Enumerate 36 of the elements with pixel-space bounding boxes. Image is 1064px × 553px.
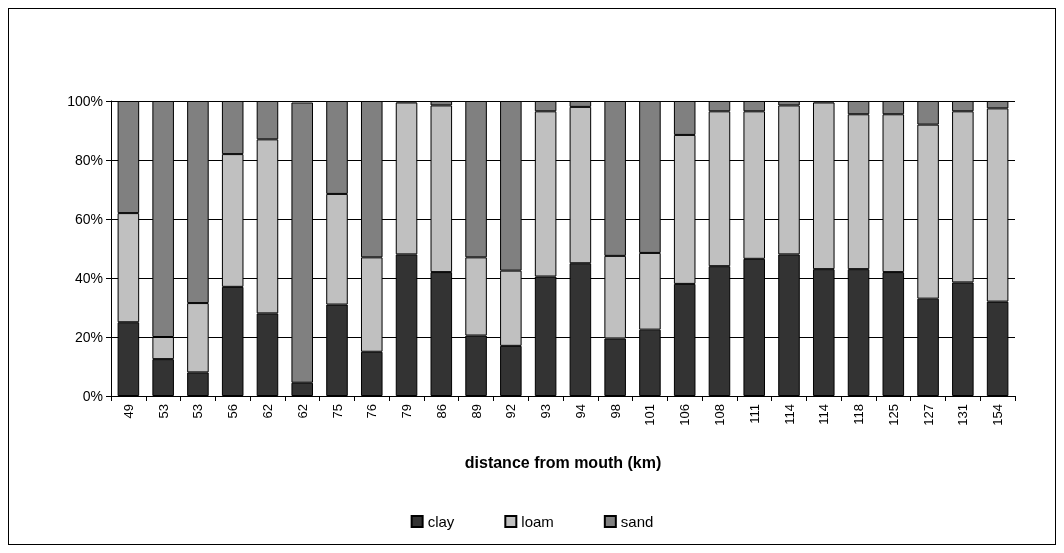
x-tick-label: 89 — [468, 404, 484, 419]
y-tick-label: 20% — [74, 329, 103, 345]
x-tick-label: 118 — [851, 404, 867, 425]
y-tick-label: 60% — [74, 211, 103, 227]
x-tick-label: 106 — [677, 404, 693, 426]
x-tick-label: 79 — [399, 404, 415, 419]
x-tick-label: 92 — [503, 404, 519, 419]
legend-label: sand — [620, 513, 654, 530]
x-tick-label: 98 — [607, 404, 623, 419]
x-tick-label: 62 — [259, 404, 275, 419]
x-tick-label: 75 — [329, 404, 345, 419]
x-tick-label: 53 — [155, 404, 171, 419]
x-tick-label: 154 — [990, 404, 1006, 426]
x-tick-label: 111 — [746, 404, 762, 424]
x-tick-label: 62 — [294, 404, 310, 419]
x-tick-label: 125 — [885, 404, 901, 426]
x-tick-label: 101 — [642, 404, 658, 426]
x-tick-label: 127 — [920, 404, 936, 426]
y-tick-label: 40% — [74, 270, 103, 286]
x-tick-label: 76 — [364, 404, 380, 419]
x-tick-label: 108 — [711, 404, 727, 426]
x-tick-label: 53 — [190, 404, 206, 419]
x-tick-label: 56 — [225, 404, 241, 419]
x-tick-label: 86 — [433, 404, 449, 419]
x-axis-title: distance from mouth (km) — [464, 453, 662, 471]
x-tick-label: 131 — [955, 404, 971, 426]
y-tick-label: 80% — [74, 152, 103, 168]
x-tick-label: 93 — [538, 404, 554, 419]
y-tick-label: 0% — [82, 388, 103, 404]
legend-label: loam — [521, 513, 554, 530]
x-tick-label: 49 — [120, 404, 136, 419]
x-tick-label: 114 — [816, 404, 832, 425]
x-tick-label: 94 — [572, 404, 588, 419]
x-tick-label: 114 — [781, 404, 797, 425]
y-tick-label: 100% — [67, 93, 103, 109]
legend-label: clay — [427, 513, 455, 530]
